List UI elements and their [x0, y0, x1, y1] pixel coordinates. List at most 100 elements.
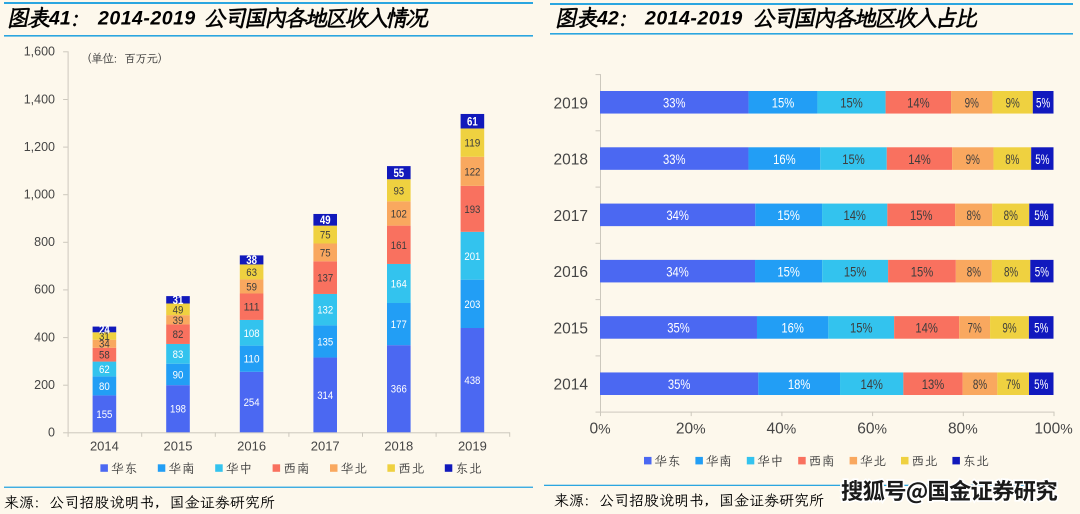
svg-text:35%: 35%: [668, 376, 691, 392]
svg-text:2017: 2017: [554, 208, 588, 225]
svg-text:90: 90: [173, 369, 184, 381]
svg-text:8%: 8%: [1005, 151, 1019, 167]
svg-text:2015: 2015: [164, 439, 193, 454]
svg-text:16%: 16%: [773, 151, 796, 167]
svg-text:63: 63: [246, 267, 257, 279]
svg-text:15%: 15%: [844, 263, 867, 279]
svg-text:34%: 34%: [666, 263, 689, 279]
svg-text:2014: 2014: [554, 377, 589, 394]
svg-text:135: 135: [317, 336, 333, 348]
svg-text:49: 49: [173, 304, 184, 316]
svg-text:15%: 15%: [840, 95, 863, 111]
svg-text:15%: 15%: [911, 263, 934, 279]
svg-text:16%: 16%: [781, 320, 804, 336]
svg-text:100%: 100%: [1034, 421, 1072, 438]
svg-text:33%: 33%: [663, 95, 686, 111]
svg-text:14%: 14%: [907, 95, 930, 111]
svg-text:58: 58: [99, 350, 110, 362]
svg-text:8%: 8%: [1004, 263, 1018, 279]
svg-text:9%: 9%: [966, 151, 980, 167]
svg-text:5%: 5%: [1034, 320, 1048, 336]
svg-text:75: 75: [320, 230, 331, 242]
svg-text:55: 55: [393, 166, 404, 180]
svg-text:41: 41: [48, 8, 71, 30]
svg-text:80%: 80%: [948, 421, 978, 438]
svg-text:60%: 60%: [857, 421, 887, 438]
svg-text:1,400: 1,400: [24, 92, 55, 106]
svg-text:2018: 2018: [554, 152, 588, 169]
svg-text:2017: 2017: [311, 439, 340, 454]
svg-text:15%: 15%: [842, 151, 865, 167]
svg-text:8%: 8%: [967, 207, 981, 223]
svg-text:38: 38: [246, 253, 257, 267]
svg-text:200: 200: [34, 378, 55, 392]
svg-text:111: 111: [244, 302, 260, 314]
svg-text:15%: 15%: [777, 263, 800, 279]
svg-text:201: 201: [464, 251, 480, 263]
svg-text:5%: 5%: [1036, 95, 1050, 111]
svg-text:600: 600: [34, 283, 55, 297]
svg-text:33%: 33%: [663, 151, 686, 167]
svg-text:366: 366: [391, 384, 407, 396]
svg-text:15%: 15%: [777, 207, 800, 223]
svg-text:34: 34: [99, 339, 110, 351]
svg-text:75: 75: [320, 247, 331, 259]
svg-text:2014-2019: 2014-2019: [97, 8, 196, 30]
svg-text:119: 119: [464, 138, 480, 150]
svg-text:1,000: 1,000: [24, 188, 55, 202]
svg-text:110: 110: [244, 354, 260, 366]
svg-text:198: 198: [170, 404, 186, 416]
svg-text:9%: 9%: [1002, 320, 1016, 336]
svg-text:1,600: 1,600: [24, 45, 55, 59]
svg-text:14%: 14%: [915, 320, 938, 336]
svg-text:1,200: 1,200: [24, 140, 55, 154]
svg-text:24: 24: [99, 323, 110, 337]
svg-text:2014-2019: 2014-2019: [644, 8, 743, 30]
svg-text:2014: 2014: [90, 439, 119, 454]
svg-text:59: 59: [246, 281, 257, 293]
svg-text:15%: 15%: [772, 95, 795, 111]
svg-text:93: 93: [393, 185, 404, 197]
svg-text:155: 155: [96, 409, 112, 421]
svg-text:8%: 8%: [1004, 207, 1018, 223]
svg-text:2015: 2015: [554, 320, 588, 337]
svg-text:164: 164: [391, 278, 407, 290]
svg-text:14%: 14%: [843, 207, 866, 223]
svg-text:14%: 14%: [860, 376, 883, 392]
svg-text:62: 62: [99, 364, 110, 376]
svg-text:9%: 9%: [1006, 95, 1020, 111]
svg-text:82: 82: [173, 329, 184, 341]
svg-text:122: 122: [464, 166, 480, 178]
svg-text:108: 108: [244, 328, 260, 340]
svg-text:5%: 5%: [1035, 151, 1049, 167]
svg-text:8%: 8%: [973, 376, 987, 392]
svg-text:83: 83: [173, 349, 184, 361]
svg-text:314: 314: [317, 390, 333, 402]
svg-text:2018: 2018: [384, 439, 413, 454]
svg-text:34%: 34%: [666, 207, 689, 223]
svg-text:254: 254: [244, 397, 260, 409]
svg-text:14%: 14%: [908, 151, 931, 167]
svg-text:49: 49: [320, 213, 331, 227]
svg-text:9%: 9%: [965, 95, 979, 111]
svg-text:35%: 35%: [667, 320, 690, 336]
svg-text:177: 177: [391, 319, 407, 331]
svg-text:102: 102: [391, 208, 407, 220]
svg-text:5%: 5%: [1035, 263, 1049, 279]
svg-text:438: 438: [464, 375, 480, 387]
svg-text:15%: 15%: [910, 207, 933, 223]
svg-text:61: 61: [467, 114, 478, 128]
svg-text:39: 39: [173, 315, 184, 327]
svg-text:203: 203: [464, 299, 480, 311]
svg-text:800: 800: [34, 235, 55, 249]
svg-text:137: 137: [317, 273, 333, 285]
svg-text:80: 80: [99, 381, 110, 393]
svg-text:0%: 0%: [589, 421, 610, 438]
svg-text:20%: 20%: [676, 421, 706, 438]
svg-text:400: 400: [34, 330, 55, 344]
svg-text:31: 31: [99, 331, 110, 343]
svg-text:193: 193: [464, 204, 480, 216]
svg-text:31: 31: [173, 293, 184, 307]
svg-text:161: 161: [391, 240, 407, 252]
svg-text:8%: 8%: [967, 263, 981, 279]
